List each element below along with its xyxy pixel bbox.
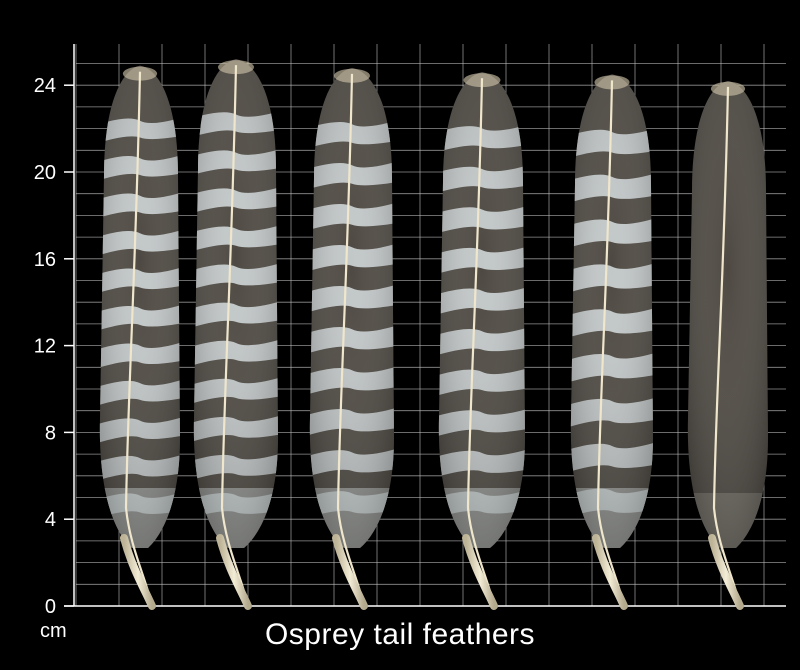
tick-label: 16 — [34, 249, 56, 271]
feather-shading — [193, 59, 278, 548]
tick-label: 4 — [45, 509, 56, 531]
tick-label: 0 — [45, 596, 56, 618]
tick-label: 12 — [34, 336, 56, 358]
feather-quill — [708, 534, 744, 610]
feather — [193, 59, 278, 610]
tick-label: 20 — [34, 162, 56, 184]
feather-quill — [120, 534, 156, 610]
feather-shaft — [220, 65, 250, 607]
feather-shaft — [124, 71, 154, 607]
cm-scale-axis: 0 4 8 12 16 20 24 — [34, 44, 786, 618]
image-caption: Osprey tail feathers — [264, 618, 536, 651]
feather-shaft — [712, 86, 742, 607]
feather-row — [99, 59, 768, 610]
feather-shading — [99, 65, 180, 549]
feather-shaft — [336, 73, 366, 607]
feather-shading — [687, 80, 768, 549]
feather-quill — [216, 534, 252, 610]
unit-label: cm — [40, 620, 67, 642]
feather-shading — [570, 74, 653, 548]
feather — [687, 80, 768, 610]
feather-quill — [332, 534, 368, 610]
feather-shading — [309, 67, 394, 548]
tick-label: 8 — [45, 422, 56, 444]
feather-shaft — [596, 80, 626, 607]
feather — [438, 72, 525, 610]
feather-quill — [592, 534, 628, 610]
feather-shading — [438, 72, 525, 549]
feather-quill — [462, 534, 498, 610]
feather-shaft — [466, 78, 496, 607]
tick-label: 24 — [34, 75, 56, 97]
feather — [570, 74, 653, 610]
